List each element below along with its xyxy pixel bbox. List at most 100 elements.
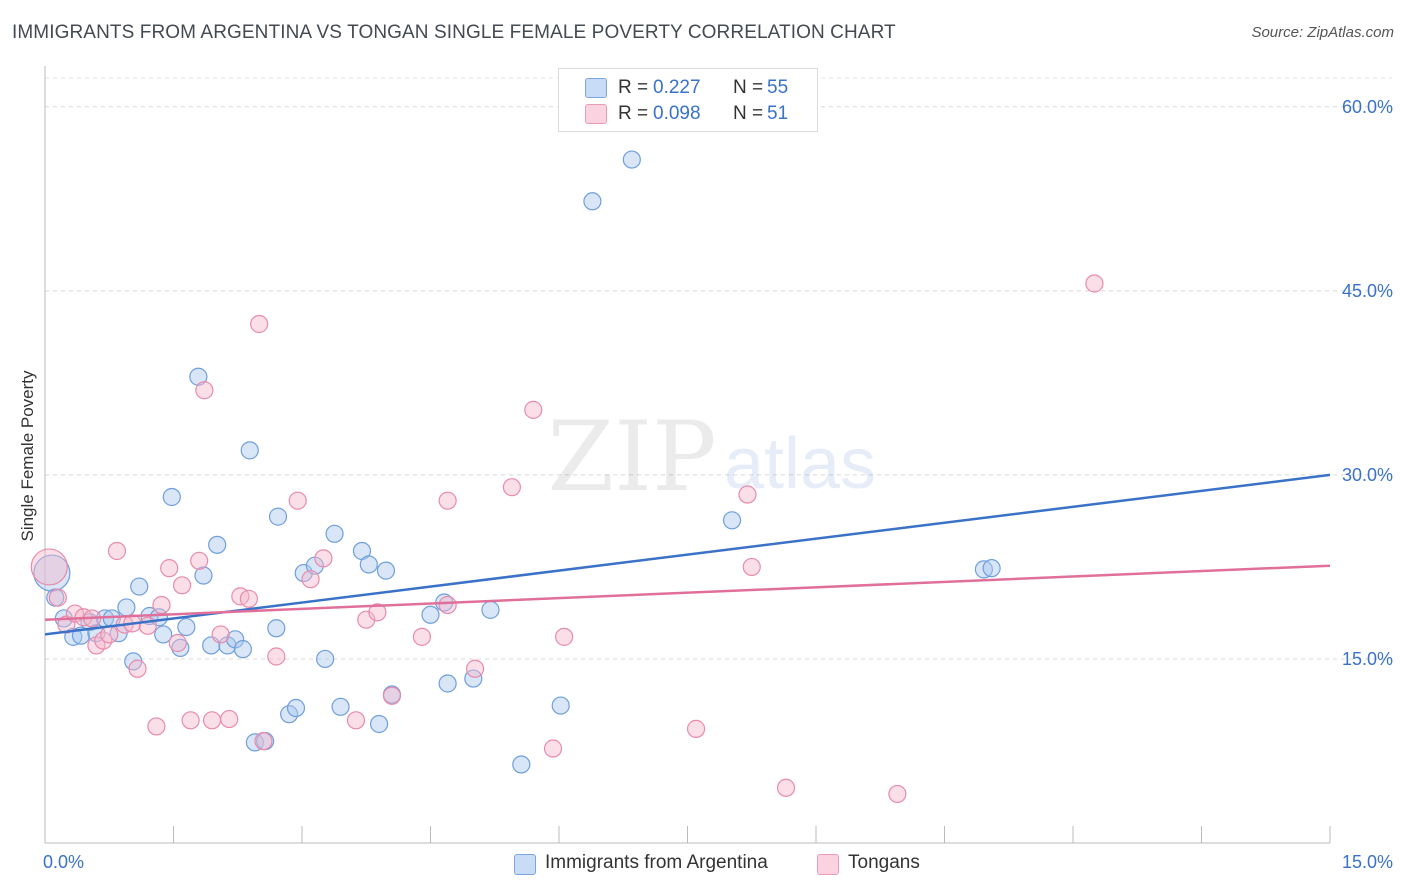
data-point <box>202 711 222 730</box>
data-point <box>738 485 757 504</box>
data-point <box>280 705 299 724</box>
data-point <box>314 549 333 568</box>
y-tick-label: 30.0% <box>1342 465 1393 485</box>
data-point <box>776 778 796 797</box>
data-point <box>1085 274 1104 293</box>
data-point <box>421 605 440 624</box>
data-point <box>267 647 286 666</box>
data-point <box>286 698 306 718</box>
data-point <box>357 610 376 629</box>
data-point <box>502 478 521 497</box>
data-point <box>412 627 432 646</box>
data-point <box>267 619 286 638</box>
legend-r-label: R = <box>618 103 649 124</box>
data-point <box>107 541 127 561</box>
trend-line-argentina <box>44 473 1331 636</box>
legend-n-value: 55 <box>767 77 789 98</box>
series-tongans-points <box>30 274 1104 804</box>
legend-swatch-blue <box>585 78 607 98</box>
data-point <box>301 570 320 589</box>
data-point <box>160 559 179 578</box>
legend-n-label: N = <box>733 103 764 124</box>
y-tick-label: 60.0% <box>1342 97 1393 117</box>
data-point <box>189 367 208 386</box>
tick-labels: 15.0% 30.0% 45.0% 60.0% 0.0% 15.0% <box>43 97 1393 872</box>
data-point <box>128 659 147 678</box>
data-point <box>168 633 187 653</box>
data-point <box>172 576 192 595</box>
data-point <box>48 588 67 607</box>
data-point <box>368 603 387 622</box>
data-point <box>211 625 230 644</box>
trend-line-tongans <box>44 564 1331 621</box>
data-point <box>982 559 1001 578</box>
data-point <box>190 551 209 570</box>
data-point <box>208 535 227 554</box>
bottom-legend-label: Tongans <box>848 852 920 873</box>
bottom-legend-label: Immigrants from Argentina <box>545 852 768 873</box>
data-point <box>233 640 252 659</box>
data-point <box>239 589 258 608</box>
data-point <box>30 548 68 586</box>
legend: R = 0.227 N = 55 R = 0.098 N = 51 <box>558 68 818 132</box>
data-point <box>117 598 136 617</box>
data-point <box>376 561 396 580</box>
legend-r-value: 0.227 <box>653 77 701 98</box>
watermark-atlas: atlas <box>724 424 876 504</box>
data-point <box>524 400 543 419</box>
data-point <box>465 659 485 678</box>
data-point <box>438 491 457 510</box>
series-argentina-points <box>33 150 1001 774</box>
watermark-zip: ZIP <box>547 401 716 513</box>
data-point <box>177 617 196 637</box>
data-point <box>359 555 378 574</box>
data-point <box>481 600 500 619</box>
data-point <box>551 696 570 715</box>
data-point <box>152 595 171 615</box>
data-point <box>254 732 273 751</box>
data-point <box>543 739 563 758</box>
data-point <box>130 577 149 596</box>
data-point <box>268 507 288 526</box>
data-point <box>288 491 307 510</box>
data-point <box>162 487 181 507</box>
data-point <box>512 755 531 774</box>
legend-n-value: 51 <box>767 103 789 124</box>
legend-r-label: R = <box>618 77 649 98</box>
chart-source: Source: ZipAtlas.com <box>1251 24 1394 41</box>
data-point <box>194 566 213 585</box>
data-point <box>888 784 907 804</box>
bottom-legend-swatch-pink <box>817 854 839 875</box>
trend-lines <box>44 473 1331 636</box>
data-point <box>438 595 457 615</box>
data-point <box>220 709 239 729</box>
data-point <box>331 697 350 716</box>
data-point <box>346 711 366 730</box>
y-tick-label: 15.0% <box>1342 649 1393 669</box>
watermark: ZIP atlas <box>547 401 876 513</box>
x-tick-label: 15.0% <box>1342 852 1393 872</box>
legend-r-value: 0.098 <box>653 103 701 124</box>
data-point <box>154 625 173 644</box>
data-point <box>583 192 602 211</box>
data-point <box>722 511 742 530</box>
data-point <box>240 441 259 460</box>
data-point <box>226 630 245 649</box>
data-point <box>370 714 389 734</box>
bottom-legend-swatch-blue <box>514 854 536 875</box>
data-point <box>555 627 574 646</box>
data-point <box>171 638 190 658</box>
data-point <box>147 717 166 736</box>
data-point <box>294 563 313 583</box>
data-point <box>742 557 761 577</box>
legend-swatch-pink <box>585 104 607 124</box>
data-point <box>622 150 641 169</box>
data-point <box>181 711 200 730</box>
data-point <box>382 686 402 705</box>
x-tick-label: 0.0% <box>43 852 84 872</box>
y-tick-label: 45.0% <box>1342 281 1393 301</box>
data-point <box>686 719 706 738</box>
data-point <box>250 314 269 334</box>
data-point <box>316 649 335 669</box>
